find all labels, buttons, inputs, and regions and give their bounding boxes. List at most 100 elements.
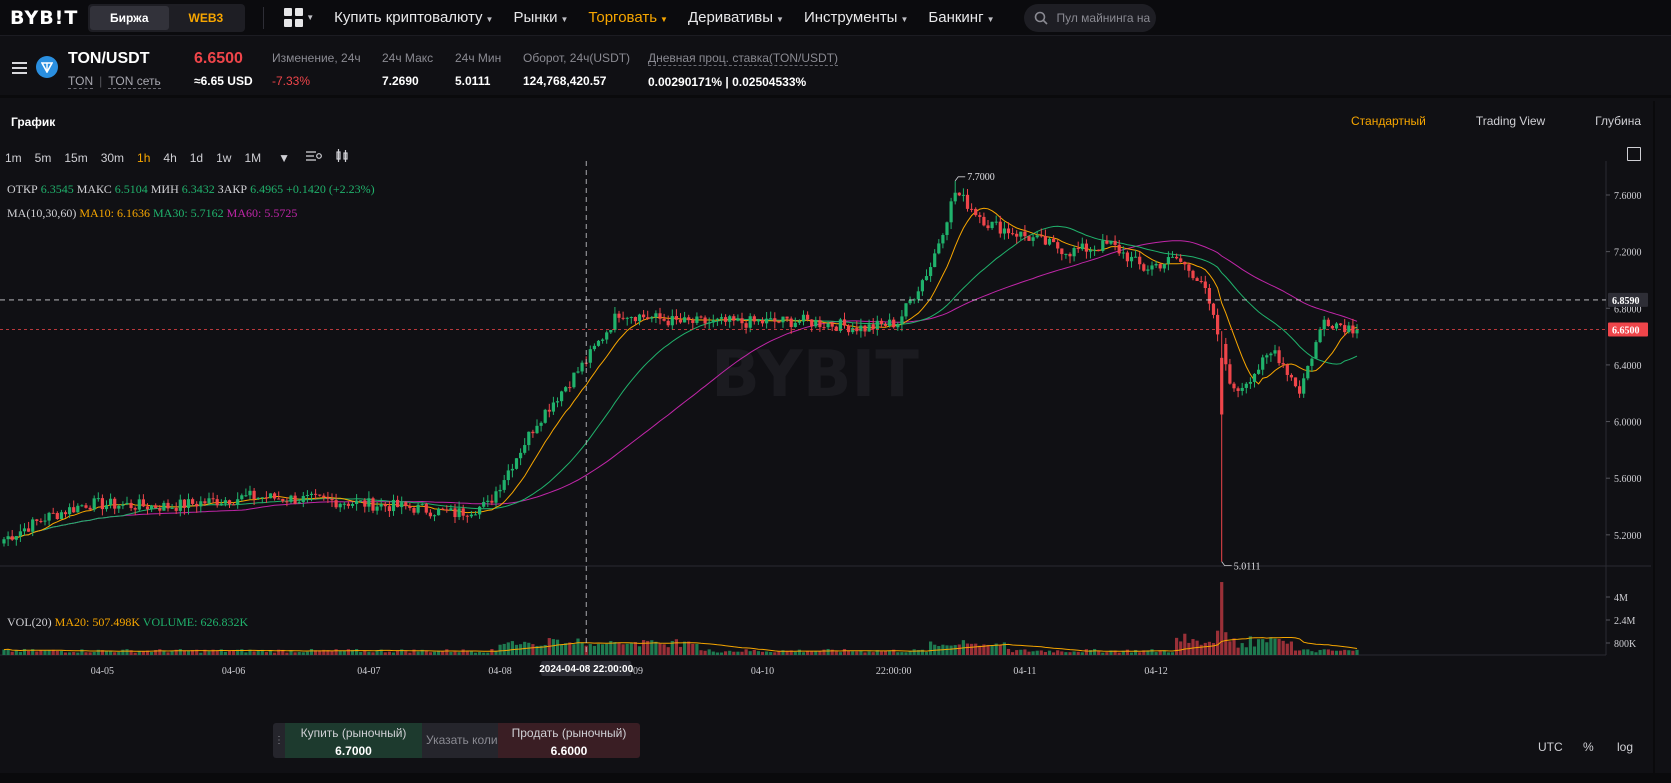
candle-body <box>1298 386 1302 394</box>
volume-bar <box>59 650 63 655</box>
volume-bar <box>121 649 125 655</box>
volume-bar <box>1019 649 1023 655</box>
candle-body <box>769 318 773 320</box>
tab-standard[interactable]: Стандартный <box>1351 114 1426 128</box>
volume-bar <box>719 652 724 655</box>
volume-bar <box>978 645 982 655</box>
interval-5m[interactable]: 5m <box>34 150 52 165</box>
log-toggle[interactable]: log <box>1617 740 1634 754</box>
candle-body <box>875 320 879 330</box>
volume-bar <box>379 649 383 655</box>
apps-grid-icon[interactable] <box>284 8 304 27</box>
tab-exchange[interactable]: Биржа <box>90 5 169 30</box>
nav-item-4[interactable]: Инструменты ▼ <box>804 9 908 26</box>
volume-bar <box>1183 633 1187 655</box>
volume-bar <box>367 651 371 655</box>
volume-bar <box>609 641 613 655</box>
candle-body <box>92 498 96 510</box>
base-coin-link[interactable]: TON <box>68 74 94 89</box>
stat-daily-rate[interactable]: Дневная проц. ставка(TON/USDT) 0.00290171… <box>648 51 839 89</box>
volume-bar <box>859 650 863 655</box>
candle-body <box>473 514 478 516</box>
interval-15m[interactable]: 15m <box>64 150 88 165</box>
percent-toggle[interactable]: % <box>1583 740 1594 754</box>
candle-body <box>301 495 305 503</box>
buy-price: 6.7000 <box>335 744 372 758</box>
candle-body <box>998 221 1002 234</box>
search-input[interactable]: Пул майнинга на <box>1024 3 1157 32</box>
volume-bar <box>908 651 912 655</box>
network-link[interactable]: TON сеть <box>108 74 161 89</box>
tab-tradingview[interactable]: Trading View <box>1475 114 1546 128</box>
interval-1h[interactable]: 1h <box>137 150 151 165</box>
volume-bar <box>1334 650 1339 655</box>
volume-bar <box>674 639 678 655</box>
volume-bar <box>1068 652 1072 655</box>
last-price: 6.6500 <box>194 50 243 67</box>
volume-bar <box>601 644 605 655</box>
interval-1M[interactable]: 1M <box>244 150 262 165</box>
volume-bar <box>6 649 10 655</box>
candle-body <box>166 502 170 509</box>
candle-body <box>1072 248 1076 257</box>
tab-depth[interactable]: Глубина <box>1595 114 1641 128</box>
last-price-tag <box>1608 322 1648 337</box>
candle-body <box>646 317 650 319</box>
candle-body <box>1293 377 1298 387</box>
market-buy-button[interactable]: Купить (рыночный) 6.7000 <box>285 723 422 758</box>
x-tick-label: 04-07 <box>357 666 380 677</box>
nav-item-5[interactable]: Банкинг ▼ <box>928 9 994 26</box>
tab-web3[interactable]: WEB3 <box>188 10 224 25</box>
volume-bar <box>576 638 580 655</box>
candle-body <box>539 422 543 426</box>
candle-body <box>986 225 990 229</box>
volume-bar <box>642 640 646 655</box>
nav-item-0[interactable]: Купить криптовалюту ▼ <box>334 9 493 26</box>
market-sell-button[interactable]: Продать (рыночный) 6.6000 <box>498 723 640 758</box>
volume-bar <box>699 650 703 655</box>
chevron-down-icon[interactable]: ▼ <box>306 13 315 22</box>
volume-bar <box>1224 632 1228 655</box>
volume-bar <box>707 649 711 655</box>
candle-body <box>1343 325 1347 333</box>
interval-1w[interactable]: 1w <box>216 150 232 165</box>
volume-bar <box>1150 649 1154 655</box>
drag-handle-icon[interactable]: ⋮ <box>273 723 285 758</box>
nav-item-1[interactable]: Рынки ▼ <box>513 9 568 26</box>
candle-body <box>88 507 92 510</box>
volume-bar <box>658 643 662 655</box>
candlestick-chart[interactable]: BYBIT 7.6000 7.2000 6.8000 6.4000 6.0000 5.600… <box>0 161 1651 721</box>
chevron-down-icon: ▼ <box>660 15 668 24</box>
candle-body <box>1277 350 1281 364</box>
interval-1m[interactable]: 1m <box>5 150 22 165</box>
candle-body <box>498 489 502 492</box>
x-tick-label: 04-08 <box>488 666 511 677</box>
top-navigation-bar: BYB!T Биржа WEB3 ▼ Купить криптовалюту ▼ Р… <box>0 0 1671 36</box>
interval-1d[interactable]: 1d <box>189 150 204 165</box>
trading-pair[interactable]: TON/USDT <box>68 50 150 67</box>
candle-body <box>949 201 953 223</box>
candle-body <box>1252 373 1257 382</box>
candle-body <box>691 320 695 323</box>
volume-bar <box>170 650 174 655</box>
candle-body <box>367 498 371 507</box>
menu-icon[interactable] <box>12 62 27 77</box>
volume-bar <box>629 643 633 655</box>
interval-4h[interactable]: 4h <box>163 150 177 165</box>
chart-type-icon[interactable] <box>335 149 349 166</box>
candle-body <box>186 499 191 508</box>
candle-body <box>318 494 322 496</box>
utc-toggle[interactable]: UTC <box>1538 740 1563 754</box>
indicators-icon[interactable] <box>306 150 322 165</box>
bybit-logo[interactable]: BYB!T <box>10 7 77 29</box>
quantity-input[interactable]: Указать коли <box>422 723 498 758</box>
candle-body <box>363 500 367 507</box>
volume-bar <box>27 650 31 655</box>
candle-body <box>1031 237 1035 241</box>
interval-30m[interactable]: 30m <box>100 150 125 165</box>
more-intervals-chevron-icon[interactable]: ▼ <box>278 150 291 165</box>
nav-item-2[interactable]: Торговать ▼ <box>588 9 668 26</box>
fullscreen-icon[interactable] <box>1627 147 1641 161</box>
nav-item-3[interactable]: Деривативы ▼ <box>688 9 784 26</box>
candle-body <box>658 313 662 319</box>
